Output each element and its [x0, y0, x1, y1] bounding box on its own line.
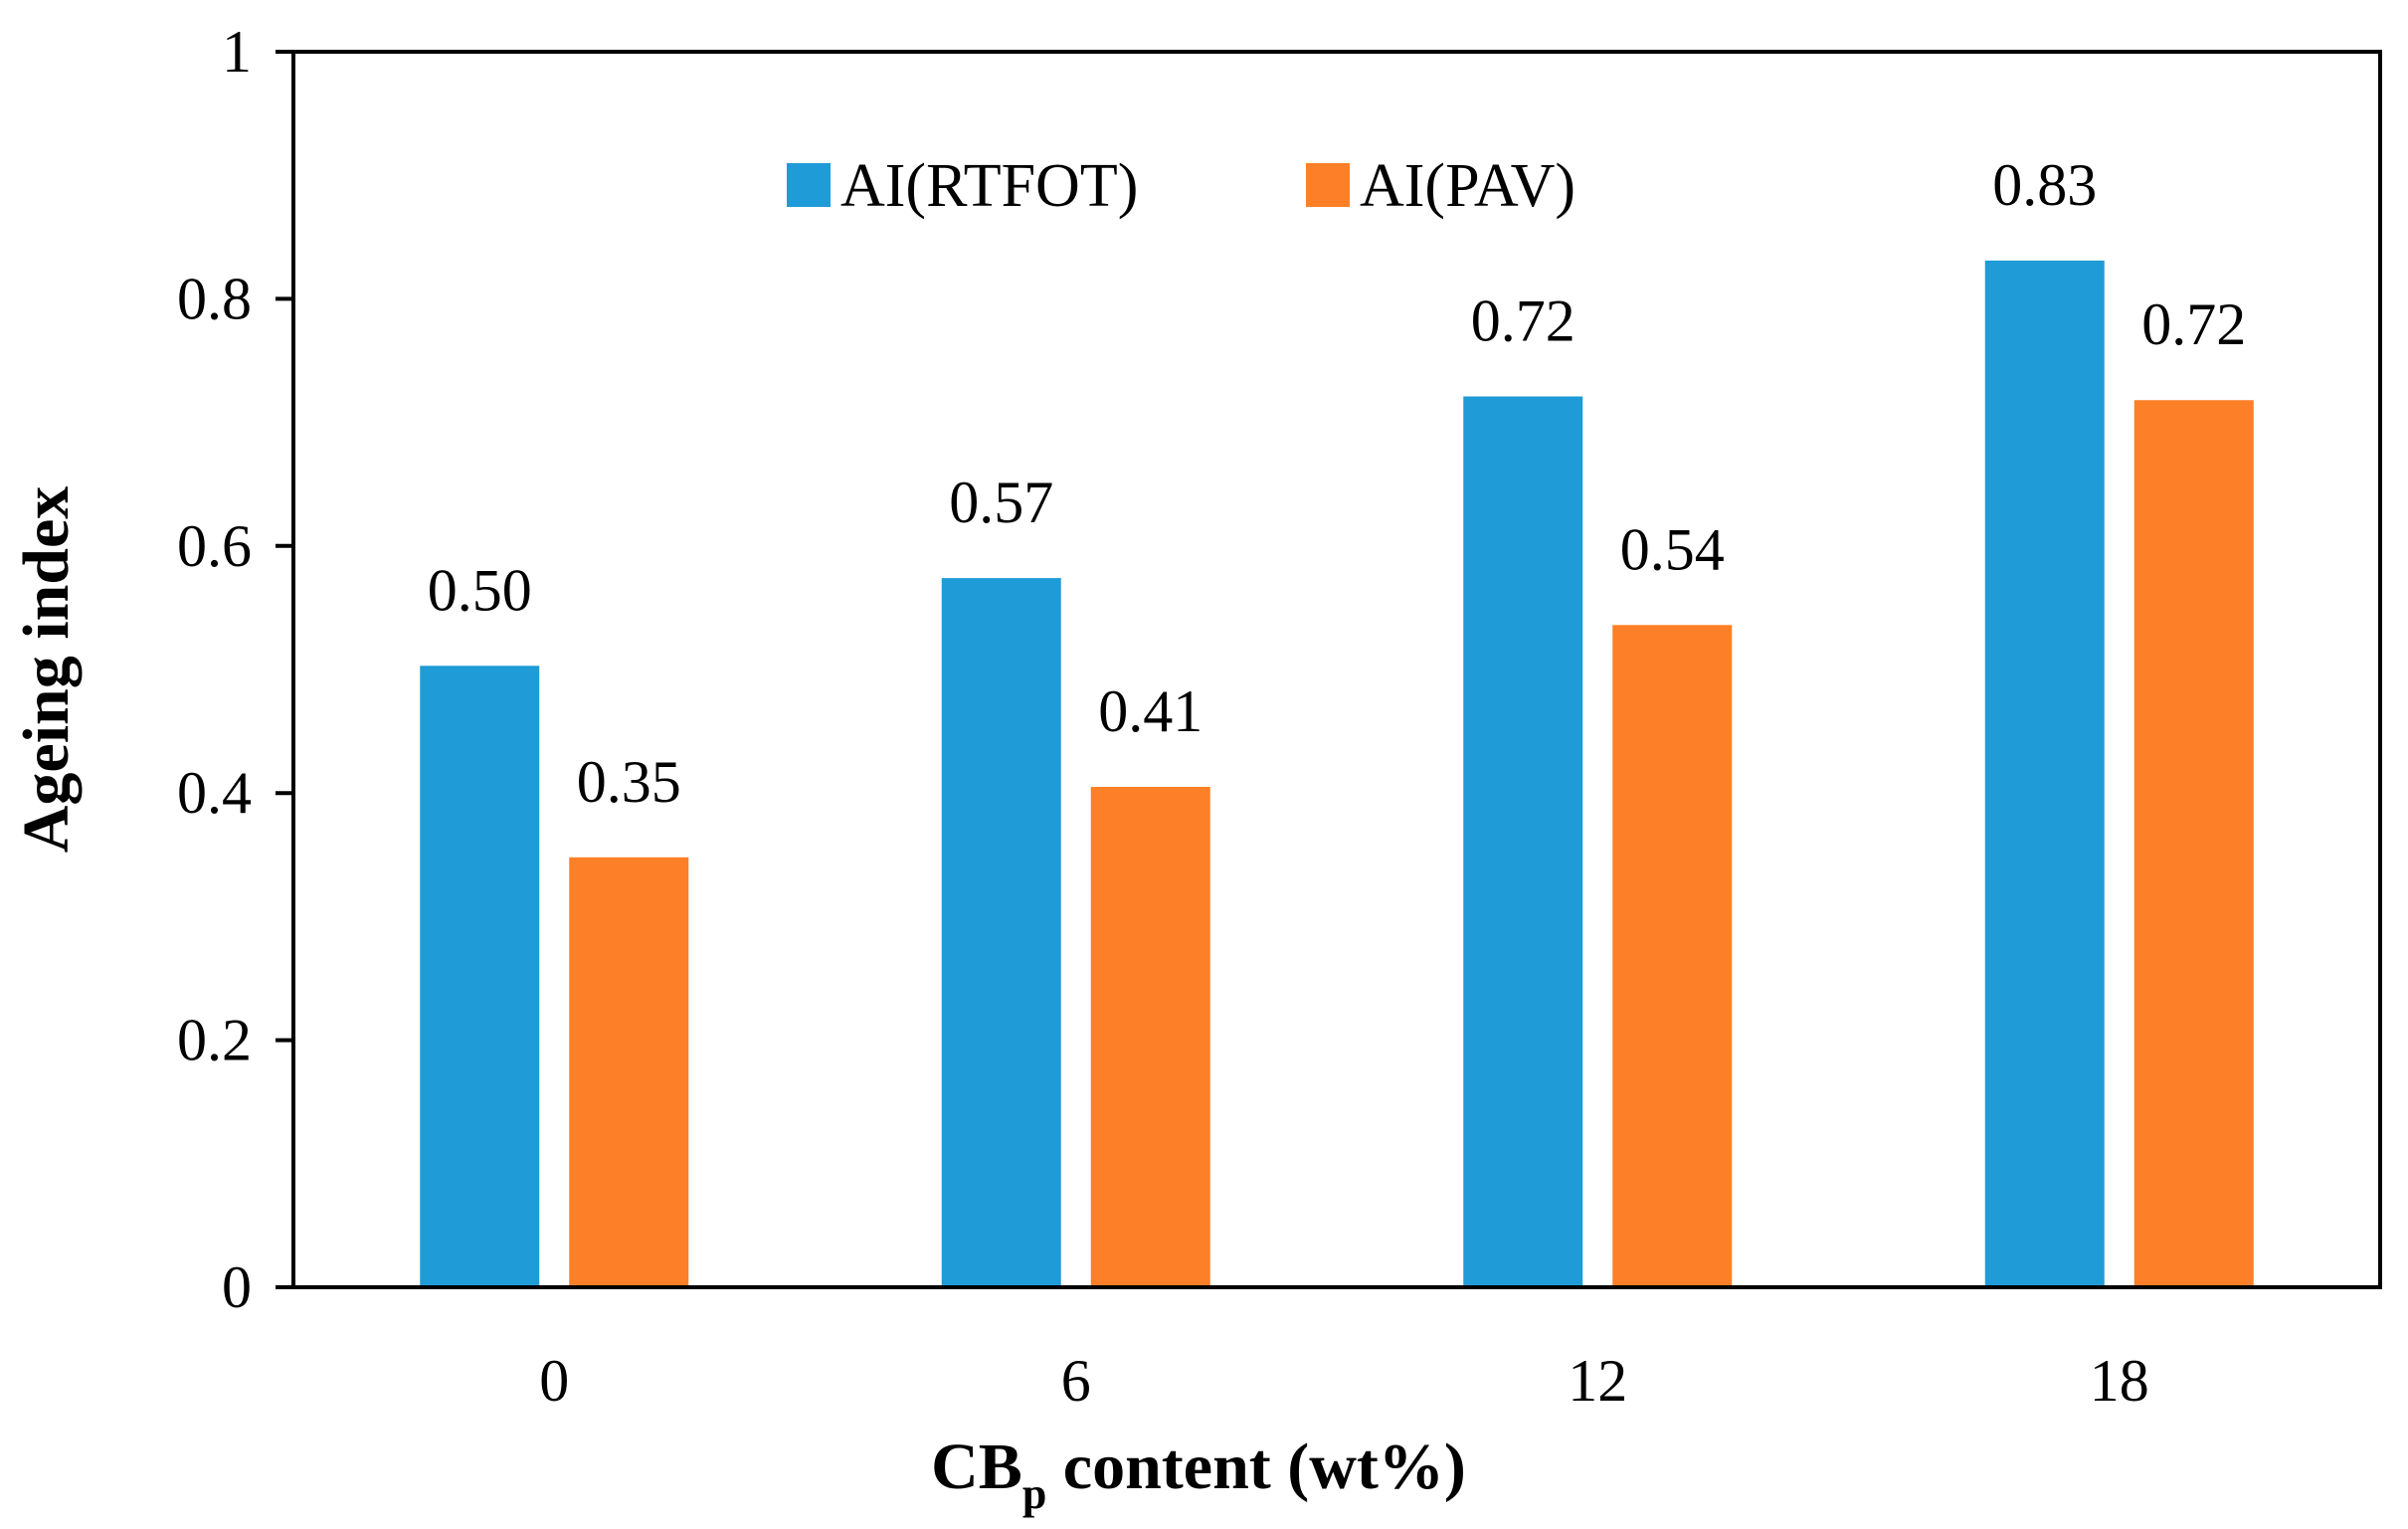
data-label: 0.57: [949, 470, 1053, 535]
data-label: 0.72: [2141, 291, 2246, 357]
y-tick-label: 0.8: [177, 266, 252, 331]
bar-rtfot: [1984, 260, 2105, 1288]
x-axis-title-suffix: content (wt%): [1046, 1431, 1466, 1503]
data-label: 0.35: [577, 749, 681, 815]
legend-label-pav: AI(PAV): [1360, 152, 1575, 220]
x-axis-title: CBp content (wt%): [931, 1431, 1466, 1518]
data-labels: 0.50 0.57 0.72 0.83 0.35 0.41 0.54 0.72: [428, 152, 2247, 815]
x-axis-ticks: 0 6 12 18: [539, 1348, 2149, 1414]
plot-area-frame: [291, 50, 2382, 1289]
bar-pav: [1612, 625, 1733, 1287]
legend-label-rtfot: AI(RTFOT): [840, 152, 1138, 220]
x-axis-title-subscript: p: [1022, 1469, 1046, 1518]
bar-rtfot: [1463, 396, 1583, 1287]
data-label: 0.72: [1471, 288, 1575, 354]
data-label: 0.83: [1992, 152, 2097, 218]
legend: AI(RTFOT) AI(PAV): [787, 152, 1575, 220]
x-tick-label: 0: [539, 1348, 569, 1414]
bar-pav: [569, 857, 689, 1287]
legend-swatch-pav: [1306, 163, 1350, 207]
y-tick-label: 1: [222, 19, 252, 85]
bar-rtfot: [420, 666, 540, 1287]
x-tick-label: 18: [2090, 1348, 2149, 1414]
y-tick-label: 0.4: [177, 760, 252, 826]
x-tick-label: 6: [1061, 1348, 1091, 1414]
data-label: 0.54: [1620, 516, 1725, 582]
bars: [420, 260, 2254, 1288]
y-tick-label: 0.6: [177, 513, 252, 579]
x-axis-title-main: CB: [931, 1431, 1022, 1503]
legend-swatch-rtfot: [787, 163, 831, 207]
y-tick-label: 0: [222, 1254, 252, 1320]
data-label: 0.41: [1098, 678, 1203, 744]
bar-rtfot: [941, 578, 1061, 1287]
bar-pav: [2133, 400, 2254, 1287]
y-tick-label: 0.2: [177, 1008, 252, 1073]
bar-pav: [1090, 786, 1210, 1287]
x-tick-label: 12: [1568, 1348, 1627, 1414]
y-axis-ticks: 0 0.2 0.4 0.6 0.8 1: [177, 19, 293, 1320]
data-label: 0.50: [428, 557, 532, 623]
y-axis-title: Ageing index: [10, 486, 83, 854]
